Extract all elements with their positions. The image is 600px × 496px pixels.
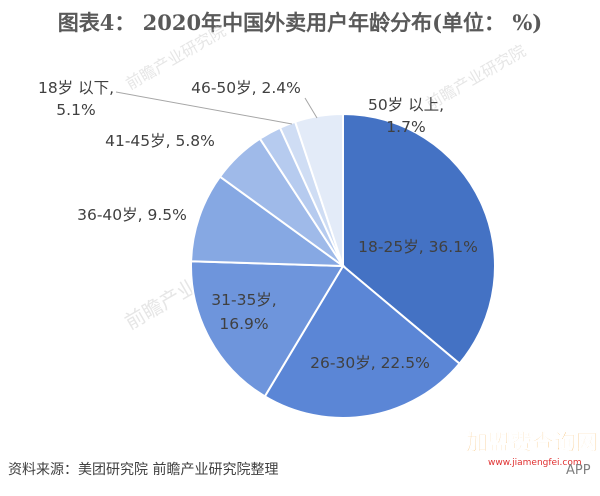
pie-slice-26-30岁	[263, 264, 461, 419]
chart-title: 图表4： 2020年中国外卖用户年龄分布(单位： %)	[58, 10, 543, 35]
app-text: APP	[566, 463, 591, 478]
data-label-36-40岁: 36-40岁, 9.5%	[77, 206, 187, 224]
data-label-18岁以下: 18岁 以下, 5.1%	[38, 79, 114, 119]
data-labels: 18-25岁, 36.1% 26-30岁, 22.5% 31-35岁, 16.9% 36…	[38, 79, 478, 372]
data-label-18-25岁: 18-25岁, 36.1%	[358, 238, 478, 256]
pie-slices	[190, 112, 496, 419]
logo-text: 加盟费查询网	[465, 430, 598, 456]
leader-lines	[115, 91, 318, 125]
pie-slice-18-25岁	[342, 112, 496, 366]
pie-slice-36-40岁	[190, 175, 347, 268]
pie-slice-31-35岁	[190, 260, 345, 398]
leader-line-18岁以下	[115, 91, 293, 125]
data-label-46-50岁: 46-50岁, 2.4%	[191, 79, 301, 97]
site-logo: 加盟费查询网 www.jiamengfei.com APP	[465, 430, 599, 478]
data-label-31-35岁: 31-35岁, 16.9%	[211, 291, 276, 333]
source-note: 资料来源：美团研究院 前瞻产业研究院整理	[8, 461, 278, 478]
pie-slice-18岁以下	[293, 112, 344, 267]
data-label-41-45岁: 41-45岁, 5.8%	[105, 132, 215, 150]
data-label-50岁以上: 50岁 以上, 1.7%	[368, 96, 444, 136]
data-label-26-30岁: 26-30岁, 22.5%	[310, 354, 430, 372]
logo-url: www.jiamengfei.com	[488, 458, 582, 468]
leader-line-46-50岁	[304, 97, 318, 119]
